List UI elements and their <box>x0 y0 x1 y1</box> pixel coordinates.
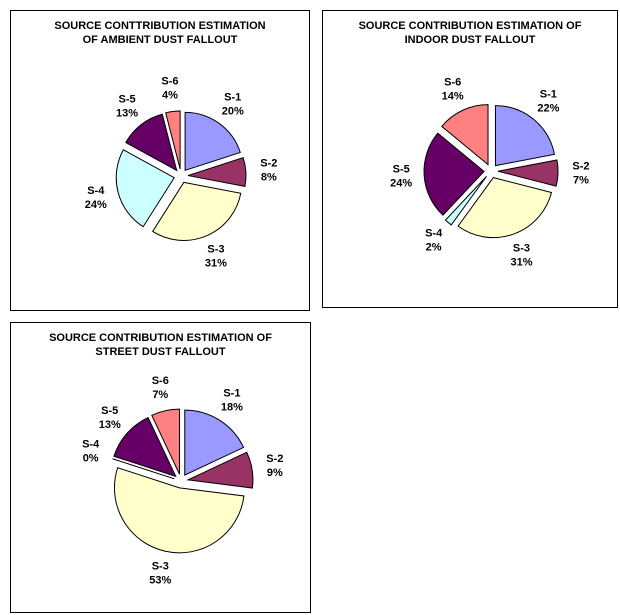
pie-slice <box>152 181 242 241</box>
slice-category-label: S-1 <box>224 92 241 104</box>
slice-category-label: S-4 <box>82 439 100 451</box>
slice-value-label: 22% <box>537 103 559 115</box>
chart: S-1 20% S-2 8% S-3 31% S-4 24% S-5 13% S-6 4% <box>85 76 278 270</box>
pie-slice <box>186 451 254 489</box>
slice-value-label: 14% <box>442 90 464 102</box>
chart: S-1 22% S-2 7% S-3 31% S-4 2% S-5 24% S-6 14% <box>390 76 589 269</box>
chart-panel: S-1 18% S-2 9% S-3 53% S-4 0% S-5 13% S-6 7% SOURCE… <box>10 322 311 613</box>
slice-value-label: 7% <box>573 175 589 187</box>
slice-value-label: 24% <box>85 199 107 211</box>
pie-slice <box>187 157 247 188</box>
slice-category-label: S-1 <box>223 388 240 400</box>
pie-slice <box>112 458 175 480</box>
slice-category-label: S-6 <box>444 76 461 88</box>
slice-value-label: 31% <box>510 257 532 269</box>
slice-value-label: 18% <box>221 402 243 414</box>
slice-category-label: S-3 <box>207 244 224 256</box>
slice-value-label: 7% <box>152 389 168 401</box>
pie-slice <box>494 105 555 167</box>
slice-category-label: S-5 <box>101 405 118 417</box>
pie-slice <box>184 111 241 172</box>
chart-title: SOURCE CONTTRIBUTION ESTIMATION OF AMBIE… <box>54 20 266 46</box>
pie-slice <box>184 409 245 476</box>
pie-slice <box>115 149 175 228</box>
slice-value-label: 0% <box>83 453 99 465</box>
slice-value-label: 2% <box>426 241 442 253</box>
slice-category-label: S-6 <box>161 76 178 88</box>
slice-category-label: S-4 <box>425 227 443 239</box>
pie-slice <box>165 110 181 170</box>
slice-category-label: S-2 <box>572 161 589 173</box>
slice-category-label: S-1 <box>540 89 557 101</box>
pie-slice <box>113 467 245 554</box>
slice-value-label: 24% <box>390 178 412 190</box>
chart: S-1 18% S-2 9% S-3 53% S-4 0% S-5 13% S-6 7% <box>82 375 283 587</box>
pie-slice <box>125 113 178 172</box>
slice-value-label: 4% <box>162 90 178 102</box>
pie-slice <box>457 177 553 239</box>
pie-slice <box>441 104 489 166</box>
slice-value-label: 8% <box>261 171 277 183</box>
slice-category-label: S-4 <box>87 185 105 197</box>
slice-category-label: S-2 <box>266 453 283 465</box>
slice-category-label: S-2 <box>260 157 277 169</box>
pie-slice <box>113 416 177 478</box>
pie-slice <box>497 159 559 187</box>
slice-value-label: 20% <box>222 106 244 118</box>
pie-slice <box>423 132 485 216</box>
chart-panel: S-1 22% S-2 7% S-3 31% S-4 2% S-5 24% S-6 14% SOURC… <box>322 10 618 308</box>
slice-category-label: S-5 <box>393 164 410 176</box>
slice-value-label: 31% <box>205 258 227 270</box>
slice-value-label: 53% <box>149 575 171 587</box>
slice-category-label: S-3 <box>513 243 530 255</box>
slice-category-label: S-3 <box>152 561 169 573</box>
slice-value-label: 13% <box>116 107 138 119</box>
chart-title: SOURCE CONTRIBUTION ESTIMATION OF INDOOR… <box>358 20 582 46</box>
chart-panel: S-1 20% S-2 8% S-3 31% S-4 24% S-5 13% S-6 4% SOURC… <box>10 10 310 311</box>
pie-slice <box>444 176 487 226</box>
slice-value-label: 13% <box>99 419 121 431</box>
slice-category-label: S-6 <box>152 375 169 387</box>
slice-category-label: S-5 <box>119 93 136 105</box>
pie-slice <box>151 408 180 475</box>
slice-value-label: 9% <box>267 467 283 479</box>
chart-title: SOURCE CONTRIBUTION ESTIMATION OF STREET… <box>49 332 272 358</box>
